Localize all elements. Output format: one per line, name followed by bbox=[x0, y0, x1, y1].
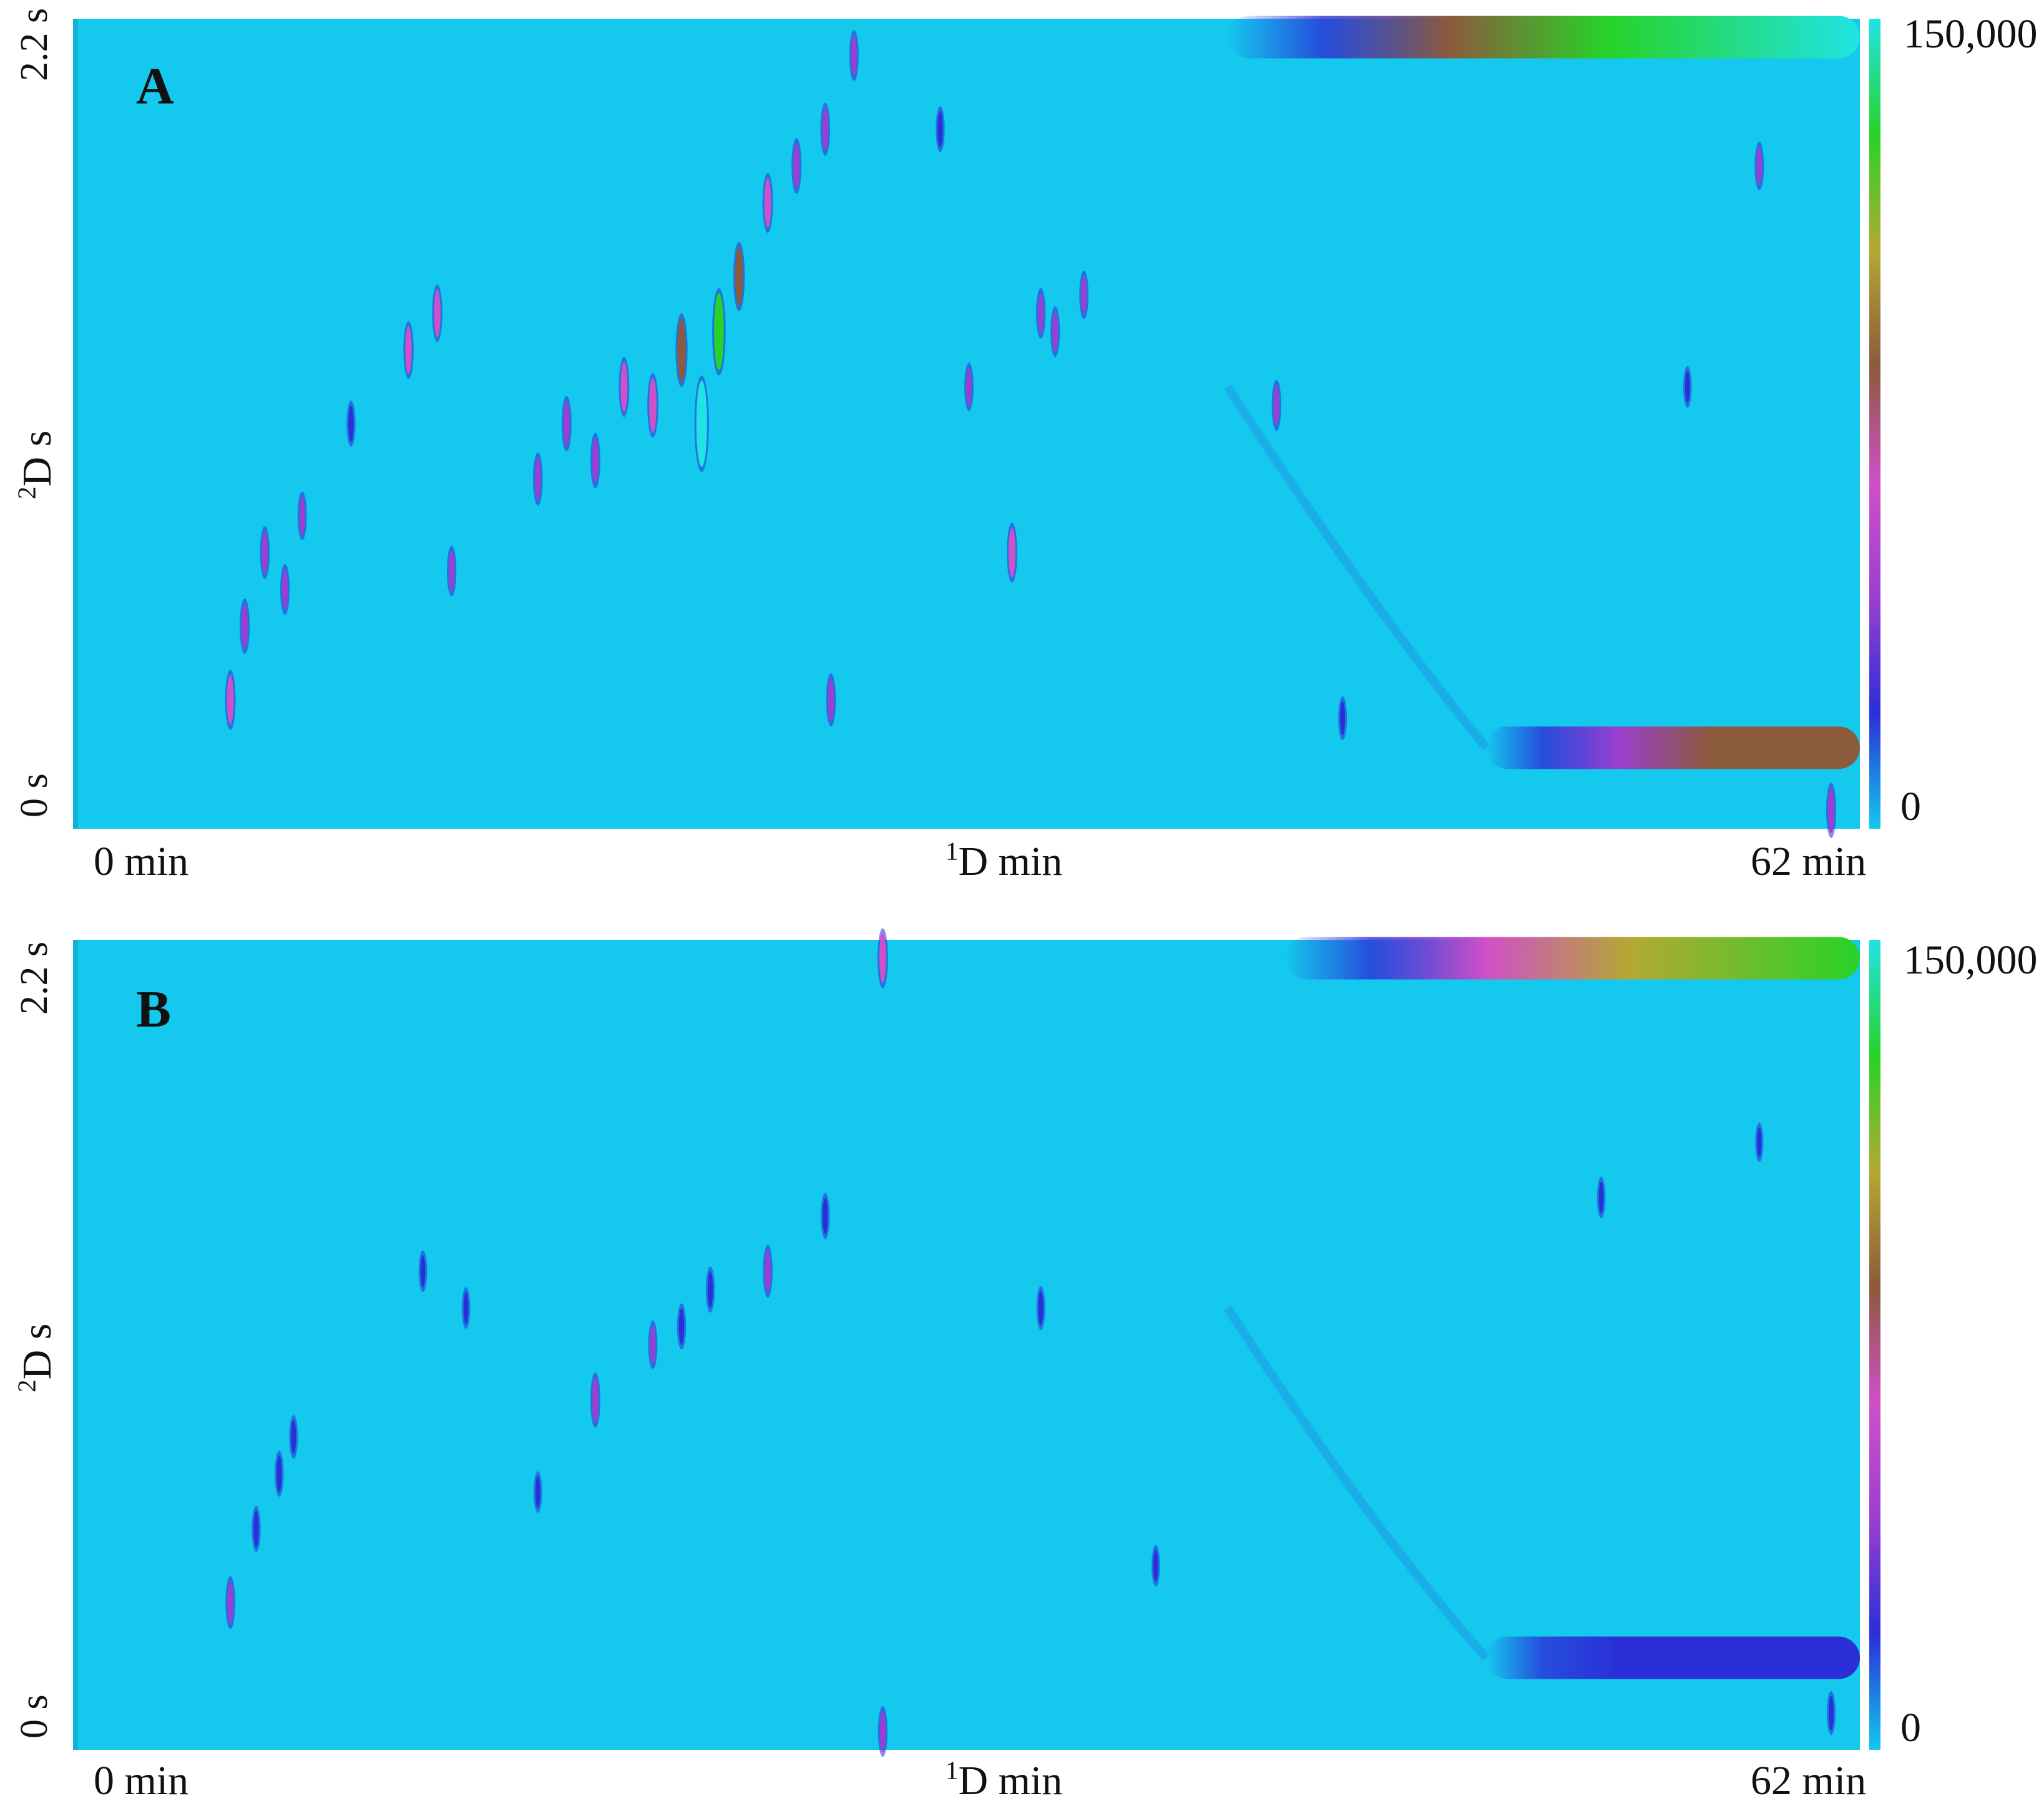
peak-core bbox=[793, 143, 800, 189]
y-axis-label-a: 2D s bbox=[12, 430, 61, 499]
plot-background bbox=[78, 940, 1860, 1750]
plot-background bbox=[78, 19, 1860, 829]
peak-core bbox=[823, 1198, 828, 1234]
peak-core bbox=[714, 293, 724, 371]
peak-core bbox=[299, 496, 305, 535]
baseline-drift bbox=[1224, 1306, 1490, 1661]
y-tick-bottom-b: 0 s bbox=[13, 1694, 56, 1739]
colorbar-min-label-a: 0 bbox=[1900, 784, 1921, 829]
peak-core bbox=[765, 1249, 771, 1293]
peak-core bbox=[966, 368, 972, 406]
peak-core bbox=[678, 1308, 685, 1345]
x-axis-label-sup-b: 1 bbox=[946, 1756, 959, 1785]
bleed-band bbox=[1285, 937, 1860, 980]
peak-core bbox=[707, 1271, 713, 1308]
peak-core bbox=[1038, 293, 1044, 334]
peak-core bbox=[420, 1255, 426, 1287]
x-tick-end-b: 62 min bbox=[1751, 1758, 1867, 1804]
peak-core bbox=[463, 1292, 469, 1324]
peak-core bbox=[1153, 1550, 1158, 1582]
peak-core bbox=[291, 1420, 296, 1454]
colorbar-min-label-b: 0 bbox=[1900, 1705, 1921, 1750]
peak-core bbox=[649, 378, 657, 433]
peak-core bbox=[735, 247, 743, 306]
y-axis-label-b: 2D s bbox=[12, 1323, 61, 1392]
peak-core bbox=[879, 933, 886, 984]
x-axis-label-a: 1D min bbox=[946, 838, 1063, 884]
chromatogram-panel-b: B 0 s 2.2 s 2D s 0 min 1D min 62 min 150… bbox=[0, 905, 2044, 1811]
panel-label-a: A bbox=[136, 57, 174, 115]
peak-core bbox=[449, 550, 455, 592]
peak-core bbox=[227, 675, 234, 725]
peak-core bbox=[1828, 1696, 1834, 1730]
left-axis-edge bbox=[73, 940, 78, 1750]
chromatogram-panel-a: A 0 s 2.2 s 2D s 0 min 1D min 62 min 150… bbox=[0, 0, 2044, 905]
colorbar-max-label-a: 150,000 bbox=[1904, 11, 2038, 57]
peak-core bbox=[253, 1511, 259, 1547]
peak-core bbox=[696, 380, 707, 467]
peak-core bbox=[650, 1325, 656, 1364]
colorbar bbox=[1869, 940, 1880, 1750]
peak-core bbox=[281, 569, 288, 610]
peak-core bbox=[534, 457, 541, 500]
heatmap-a bbox=[73, 16, 1880, 838]
peak-core bbox=[1685, 371, 1690, 403]
peak-core bbox=[1598, 1181, 1604, 1214]
heatmap-b bbox=[73, 928, 1880, 1757]
baseline-drift bbox=[1224, 384, 1490, 751]
x-axis-label-text-b: D min bbox=[958, 1758, 1063, 1804]
peak-core bbox=[592, 437, 599, 484]
peak-core bbox=[434, 289, 441, 338]
bleed-band bbox=[1486, 726, 1860, 769]
peak-core bbox=[1340, 701, 1346, 736]
bleed-band bbox=[1227, 16, 1860, 59]
peak-core bbox=[242, 603, 248, 649]
peak-core bbox=[1273, 384, 1279, 426]
peak-core bbox=[851, 35, 857, 76]
x-axis-label-text-a: D min bbox=[958, 839, 1063, 884]
peak-core bbox=[937, 111, 943, 147]
x-tick-end-a: 62 min bbox=[1751, 839, 1867, 884]
peak-core bbox=[1038, 1291, 1044, 1325]
x-axis-label-sup-a: 1 bbox=[946, 837, 959, 866]
y-axis-label-text-a: D s bbox=[14, 430, 60, 487]
peak-core bbox=[822, 107, 829, 151]
x-axis-label-b: 1D min bbox=[946, 1757, 1063, 1804]
y-axis-label-sup-b: 2 bbox=[12, 1379, 41, 1392]
peak-core bbox=[276, 1455, 282, 1492]
peak-core bbox=[879, 1711, 886, 1752]
peak-core bbox=[1009, 527, 1015, 578]
y-tick-top-a: 2.2 s bbox=[13, 7, 56, 81]
left-axis-edge bbox=[73, 19, 78, 829]
peak-core bbox=[227, 1581, 233, 1624]
y-tick-top-b: 2.2 s bbox=[13, 941, 56, 1015]
peak-core bbox=[535, 1476, 540, 1508]
peak-core bbox=[677, 318, 686, 382]
y-axis-label-sup-a: 2 bbox=[12, 486, 41, 499]
panel-label-b: B bbox=[136, 980, 172, 1038]
peak-core bbox=[620, 362, 628, 412]
colorbar bbox=[1869, 19, 1880, 829]
peak-core bbox=[592, 1377, 599, 1423]
peak-core bbox=[405, 326, 412, 374]
peak-core bbox=[1757, 1128, 1762, 1157]
bleed-band bbox=[1486, 1636, 1860, 1679]
peak-core bbox=[1081, 275, 1087, 315]
peak-core bbox=[348, 406, 354, 442]
peak-core bbox=[563, 401, 570, 447]
x-tick-start-b: 0 min bbox=[94, 1758, 189, 1804]
y-axis-label-text-b: D s bbox=[14, 1323, 60, 1380]
peak-core bbox=[764, 178, 771, 228]
y-tick-bottom-a: 0 s bbox=[13, 773, 56, 818]
x-tick-start-a: 0 min bbox=[94, 839, 189, 884]
peak-core bbox=[262, 531, 268, 574]
peak-core bbox=[1827, 788, 1834, 833]
peak-core bbox=[1052, 311, 1059, 353]
peak-core bbox=[1756, 147, 1763, 185]
colorbar-max-label-b: 150,000 bbox=[1904, 937, 2038, 983]
peak-core bbox=[828, 678, 834, 721]
